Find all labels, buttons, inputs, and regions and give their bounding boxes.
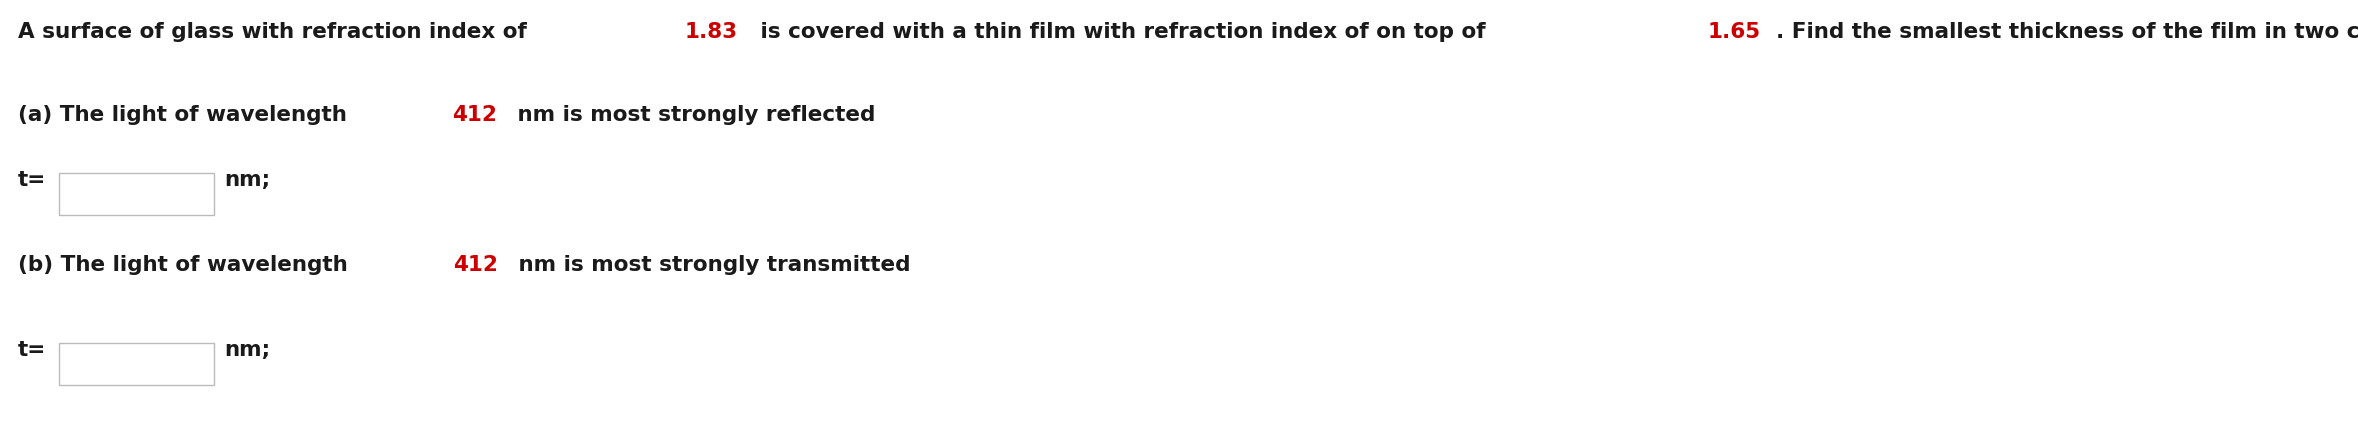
Text: nm is most strongly transmitted: nm is most strongly transmitted <box>512 255 910 275</box>
Bar <box>59 343 215 385</box>
Text: t=: t= <box>19 170 47 190</box>
Text: t=: t= <box>19 340 47 360</box>
Text: 1.65: 1.65 <box>1707 22 1761 42</box>
Text: nm;: nm; <box>224 170 271 190</box>
Text: nm is most strongly reflected: nm is most strongly reflected <box>509 105 875 125</box>
Text: (a) The light of wavelength: (a) The light of wavelength <box>19 105 354 125</box>
Text: (b) The light of wavelength: (b) The light of wavelength <box>19 255 356 275</box>
Text: nm;: nm; <box>224 340 271 360</box>
Text: 412: 412 <box>453 255 498 275</box>
Text: 1.83: 1.83 <box>684 22 738 42</box>
Text: A surface of glass with refraction index of: A surface of glass with refraction index… <box>19 22 535 42</box>
Text: . Find the smallest thickness of the film in two cases:: . Find the smallest thickness of the fil… <box>1776 22 2358 42</box>
Bar <box>59 173 215 215</box>
Text: 412: 412 <box>453 105 498 125</box>
Text: is covered with a thin film with refraction index of on top of: is covered with a thin film with refract… <box>752 22 1493 42</box>
